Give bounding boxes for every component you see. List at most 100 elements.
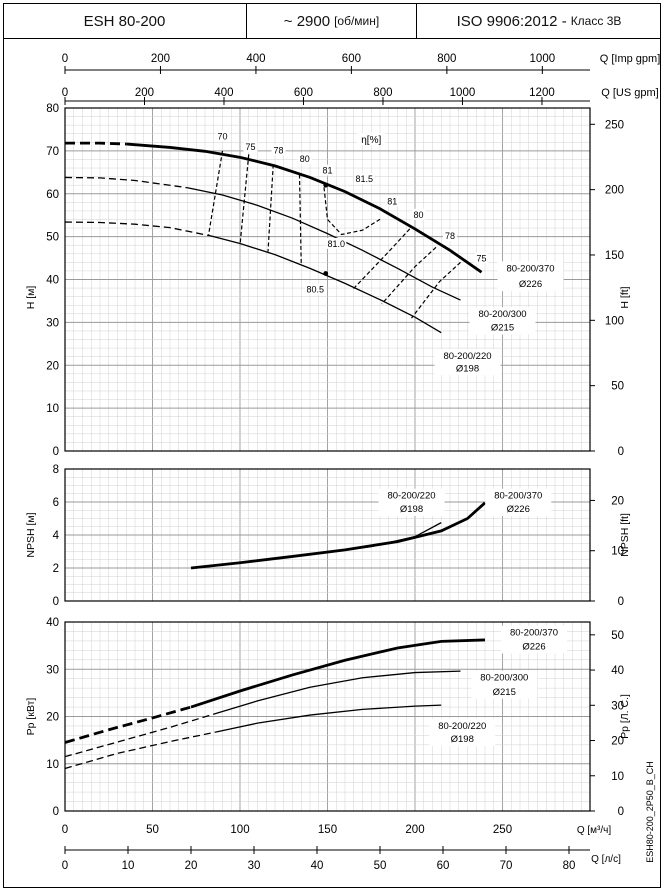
power-y-tick: 0 (53, 806, 59, 818)
power-y2-axis-title: Pp [Л. С.] (619, 694, 631, 739)
ls-tick: 40 (311, 860, 324, 872)
power-y-tick: 20 (46, 712, 59, 724)
ls-axis-title: Q [л/с] (591, 854, 621, 865)
npsh-curve-80-200-220 (327, 522, 442, 553)
m3h-tick: 150 (318, 824, 337, 836)
iso-efficiency-curve (239, 154, 250, 246)
power-curve-dashed-80-200-370 (64, 705, 192, 744)
power-y2-tick: 10 (611, 771, 624, 783)
speed-value: ~ 2900 (283, 12, 331, 30)
iso-efficiency-curve (298, 174, 302, 265)
m3h-tick: 0 (62, 824, 68, 836)
power-y2-tick: 40 (611, 665, 624, 677)
efficiency-label-bg (271, 144, 286, 156)
head-label-bg (469, 307, 536, 335)
head-y-tick: 20 (46, 360, 59, 372)
efficiency-label-bg (320, 164, 335, 176)
head-y2-axis-title: H [ft] (619, 286, 631, 308)
npsh-y2-tick: 0 (618, 596, 624, 608)
iso-efficiency-curve (411, 261, 461, 319)
efficiency-label: 75 (476, 253, 486, 263)
head-y-tick: 30 (46, 317, 59, 329)
m3h-tick: 100 (230, 824, 249, 836)
power-y-tick: 30 (46, 664, 59, 676)
npsh-curve-80-200-370 (190, 501, 486, 570)
us-gpm-tick: 400 (214, 87, 233, 99)
power-label-bg (471, 670, 538, 699)
ls-tick: 50 (374, 860, 387, 872)
header-frame (3, 3, 661, 39)
power-y-axis-title: Pp [кВт] (25, 698, 37, 736)
outer-frame (3, 39, 661, 888)
head-y-tick: 10 (46, 403, 59, 415)
ls-tick: 80 (563, 860, 576, 872)
npsh-curve-label-name: 80-200/370 (494, 491, 542, 502)
power-curve-label-diameter: Ø198 (451, 734, 474, 745)
power-curve-label-name: 80-200/370 (510, 628, 558, 639)
power-curve-label-diameter: Ø215 (493, 687, 516, 698)
speed-unit: [об/мин] (334, 14, 380, 28)
efficiency-label-bg (474, 252, 489, 264)
iso-efficiency-curve (267, 164, 274, 252)
head-y-tick: 60 (46, 189, 59, 201)
head-curve-dashed-80-200-300 (64, 176, 188, 189)
ls-tick: 70 (500, 860, 513, 872)
ls-tick: 30 (248, 860, 261, 872)
standard-text: ISO 9906:2012 - (456, 12, 567, 30)
imp-gpm-tick: 0 (62, 53, 68, 65)
header-model: ESH 80-200 (3, 3, 246, 39)
model-text: ESH 80-200 (83, 12, 166, 30)
npsh-curve-label-diameter: Ø198 (400, 504, 423, 515)
efficiency-label: 81.0 (327, 239, 345, 249)
head-curve-80-200-300 (187, 187, 461, 301)
efficiency-label: 75 (245, 142, 255, 152)
power-curve-label-name: 80-200/220 (438, 721, 486, 732)
npsh-y-tick: 0 (53, 596, 59, 608)
power-curve-dashed-80-200-220 (64, 731, 216, 770)
power-y2-tick: 0 (618, 806, 624, 818)
efficiency-label-bg (305, 283, 326, 295)
efficiency-title-bg (357, 133, 386, 146)
head-label-bg (434, 349, 501, 376)
efficiency-title: η[%] (361, 135, 381, 146)
head-curve-dashed-80-200-220 (64, 221, 211, 237)
power-y-tick: 40 (46, 617, 59, 629)
head-curve-label-name: 80-200/370 (506, 263, 554, 274)
ls-tick: 0 (62, 860, 68, 872)
efficiency-label-bg (297, 153, 312, 165)
head-y2-tick: 100 (605, 315, 624, 327)
efficiency-label: 70 (217, 131, 227, 141)
efficiency-label: 78 (445, 231, 455, 241)
power-curve-80-200-300 (213, 670, 461, 715)
power-curve-dashed-80-200-300 (64, 713, 214, 758)
head-curve-label-diameter: Ø226 (519, 279, 542, 290)
head-y-axis-title: H [м] (25, 286, 37, 310)
npsh-y-tick: 4 (53, 530, 60, 542)
power-curve-label-name: 80-200/300 (480, 673, 528, 684)
m3h-tick: 200 (405, 824, 424, 836)
head-curve-80-200-220 (210, 235, 442, 334)
us-gpm-tick: 200 (135, 87, 154, 99)
head-y2-tick: 0 (618, 446, 624, 458)
power-curve-80-200-370 (190, 638, 486, 709)
power-y-tick: 10 (46, 759, 59, 771)
power-label-bg (501, 625, 567, 654)
head-curve-dashed-80-200-370 (65, 141, 127, 146)
ls-tick: 20 (185, 860, 198, 872)
efficiency-label: 80 (413, 210, 423, 220)
power-y2-tick: 50 (611, 630, 624, 642)
header-divider (416, 3, 418, 39)
efficiency-label-bg (411, 208, 426, 220)
us-gpm-axis-title: Q [US gpm] (601, 87, 658, 99)
m3h-tick: 50 (146, 824, 159, 836)
iso-efficiency-curve (351, 228, 411, 291)
header-divider (246, 3, 248, 39)
head-curve-label-diameter: Ø198 (456, 363, 479, 374)
imp-gpm-tick: 800 (437, 53, 456, 65)
us-gpm-tick: 1000 (450, 87, 476, 99)
efficiency-label-bg (326, 237, 347, 249)
head-curve-label-name: 80-200/300 (478, 309, 526, 320)
efficiency-label: 80.5 (306, 284, 324, 294)
imp-gpm-tick: 1000 (530, 53, 556, 65)
